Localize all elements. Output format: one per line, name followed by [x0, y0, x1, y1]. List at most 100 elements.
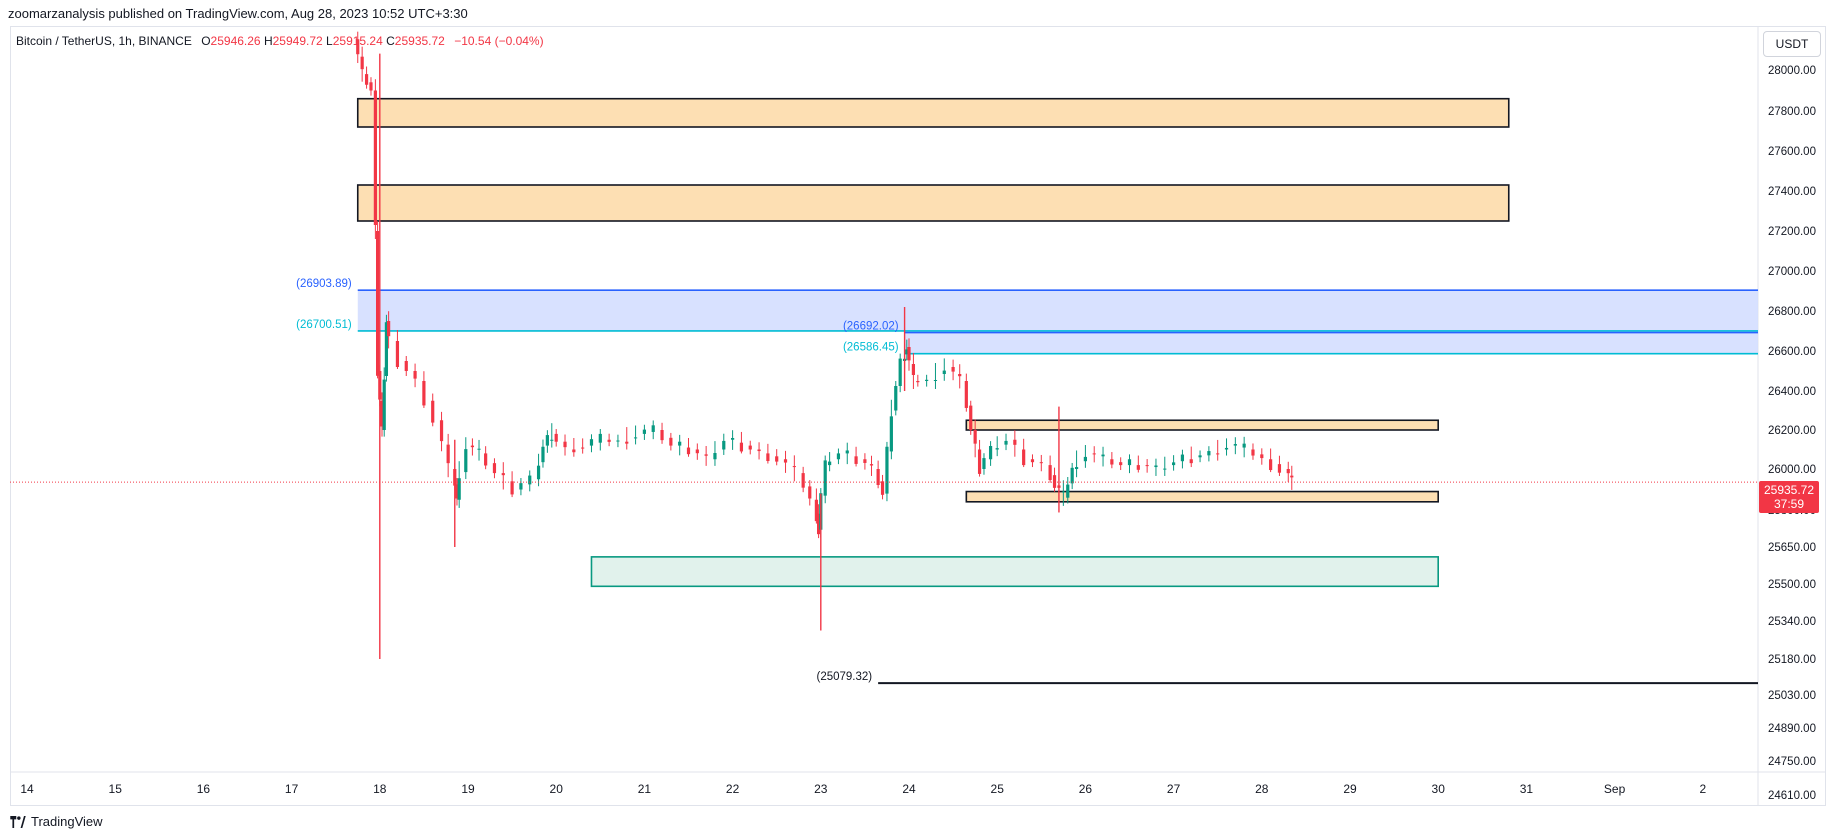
candle-body [1286, 469, 1290, 474]
x-tick-label: 31 [1520, 782, 1534, 796]
candle-body [484, 453, 488, 466]
level-label: (26903.89) [296, 278, 352, 290]
candle-body [951, 367, 955, 372]
x-tick-label: 22 [726, 782, 740, 796]
candle-body [1260, 454, 1264, 459]
candle-body [1189, 459, 1193, 464]
candle-body [808, 486, 812, 499]
high-label: H [263, 34, 273, 48]
x-tick-label: 30 [1432, 782, 1446, 796]
x-tick-label: 25 [991, 782, 1005, 796]
candle-body [1198, 455, 1202, 458]
candle-body [1061, 491, 1065, 493]
candle-body [1242, 443, 1246, 448]
candle-body [633, 437, 638, 439]
candle-body [598, 433, 602, 443]
x-tick-label: 23 [814, 782, 828, 796]
candle-body [925, 379, 929, 381]
candle-body [1074, 467, 1079, 469]
y-tick-label: 27400.00 [1768, 186, 1816, 198]
x-tick-label: 21 [638, 782, 652, 796]
candle-body [660, 430, 664, 441]
brand-label: TradingView [31, 814, 103, 829]
candle-body [973, 430, 977, 444]
y-tick-label: 25340.00 [1768, 616, 1816, 628]
last-price-tag: 25935.72 37:59 [1759, 481, 1819, 513]
candle-body [907, 347, 911, 361]
candle-body [492, 463, 497, 474]
candle-body [722, 440, 726, 450]
candle-body [528, 475, 532, 485]
candle-body [1224, 447, 1229, 450]
x-tick-label: 14 [20, 782, 34, 796]
supply-zone[interactable] [356, 97, 1510, 128]
candle-body [1145, 465, 1149, 467]
x-tick-label: 19 [461, 782, 475, 796]
level-label: (25079.32) [817, 671, 873, 683]
change-value: −10.54 (−0.04%) [454, 34, 544, 48]
candle-body [828, 461, 832, 466]
x-tick-label: 28 [1255, 782, 1269, 796]
candle-body [1154, 465, 1158, 468]
candle-body [642, 429, 646, 434]
candle-body [563, 441, 567, 448]
y-tick-label: 25180.00 [1768, 654, 1816, 666]
candle-body [1052, 475, 1057, 488]
candle-body [816, 513, 821, 535]
x-tick-label: 27 [1167, 782, 1181, 796]
candle-body [775, 456, 779, 462]
candle-body [364, 74, 369, 85]
x-tick-label: 29 [1343, 782, 1357, 796]
candle-body [995, 448, 999, 450]
y-tick-label: 25030.00 [1768, 690, 1816, 702]
candle-body [616, 440, 620, 442]
candle-body [413, 371, 417, 379]
demand-zone[interactable] [590, 556, 1439, 588]
candle-body [384, 322, 389, 376]
candle-body [1207, 451, 1211, 456]
y-tick-label: 26400.00 [1768, 386, 1816, 398]
candle-body [382, 379, 386, 430]
candle-body [360, 56, 364, 70]
candle-body [757, 449, 761, 452]
currency-button[interactable]: USDT [1763, 31, 1821, 57]
candle-body [801, 473, 805, 488]
candle-body [905, 349, 909, 354]
supply-zone[interactable] [356, 184, 1510, 222]
bar-countdown: 37:59 [1773, 497, 1805, 511]
candle-body [375, 231, 380, 376]
candle-body [1070, 467, 1074, 484]
candle-body [982, 458, 986, 469]
candle-body [404, 361, 408, 371]
supply-zone[interactable] [965, 419, 1440, 431]
candle-body [470, 445, 475, 448]
tradingview-brand[interactable]: TradingView [9, 814, 103, 829]
candle-body [380, 400, 384, 427]
candle-body [880, 481, 885, 495]
candle-body [792, 466, 796, 468]
candle-body [933, 380, 938, 381]
y-tick-label: 27600.00 [1768, 146, 1816, 158]
candle-body [510, 481, 514, 495]
y-tick-label: 24890.00 [1768, 723, 1816, 735]
candle-body [885, 446, 889, 494]
candle-body [446, 444, 450, 464]
candle-body [395, 341, 400, 367]
candle-body [1251, 449, 1255, 456]
candle-body [1048, 465, 1052, 481]
y-tick-label: 26800.00 [1768, 306, 1816, 318]
supply-zone[interactable] [965, 490, 1440, 503]
y-tick-label: 25500.00 [1768, 579, 1816, 591]
candle-body [766, 453, 770, 462]
candle-body [704, 454, 708, 456]
level-label: (26692.02) [843, 321, 899, 333]
high-value: 25949.72 [272, 34, 323, 48]
candle-body [889, 416, 893, 452]
fib-band [357, 290, 1758, 331]
candle-body [387, 321, 391, 337]
candle-body [1066, 484, 1070, 498]
x-tick-label: 15 [109, 782, 123, 796]
y-tick-label: 27000.00 [1768, 266, 1816, 278]
candle-body [1119, 462, 1123, 466]
